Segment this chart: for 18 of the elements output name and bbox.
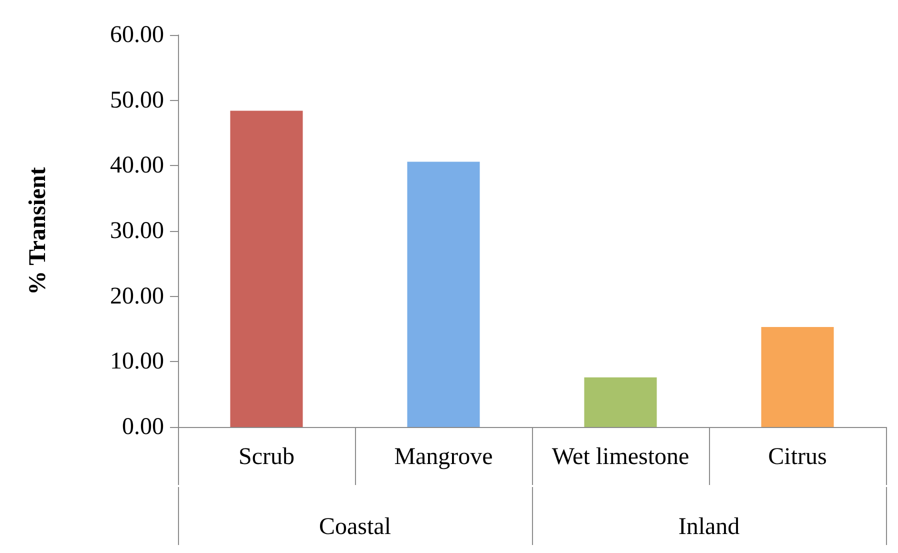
x-tick-label: Citrus bbox=[768, 444, 827, 470]
y-tick-label: 20.00 bbox=[110, 283, 164, 310]
bar bbox=[584, 377, 657, 427]
bar bbox=[761, 327, 834, 427]
y-tick-label: 40.00 bbox=[110, 152, 164, 179]
x-tick-label: Mangrove bbox=[394, 444, 493, 470]
y-tick-label: 50.00 bbox=[110, 87, 164, 114]
y-tick-label: 30.00 bbox=[110, 218, 164, 244]
y-tick-label: 60.00 bbox=[110, 22, 164, 48]
x-tick-label: Scrub bbox=[238, 444, 294, 470]
y-tick-label: 10.00 bbox=[110, 348, 164, 375]
text: Inland bbox=[678, 514, 740, 540]
bar bbox=[230, 110, 303, 427]
bar bbox=[407, 162, 480, 427]
y-axis-title: % Transient bbox=[25, 167, 51, 295]
text: Coastal bbox=[319, 514, 392, 540]
x-tick-label: Wet limestone bbox=[552, 444, 690, 470]
y-tick-label: 0.00 bbox=[122, 414, 164, 440]
